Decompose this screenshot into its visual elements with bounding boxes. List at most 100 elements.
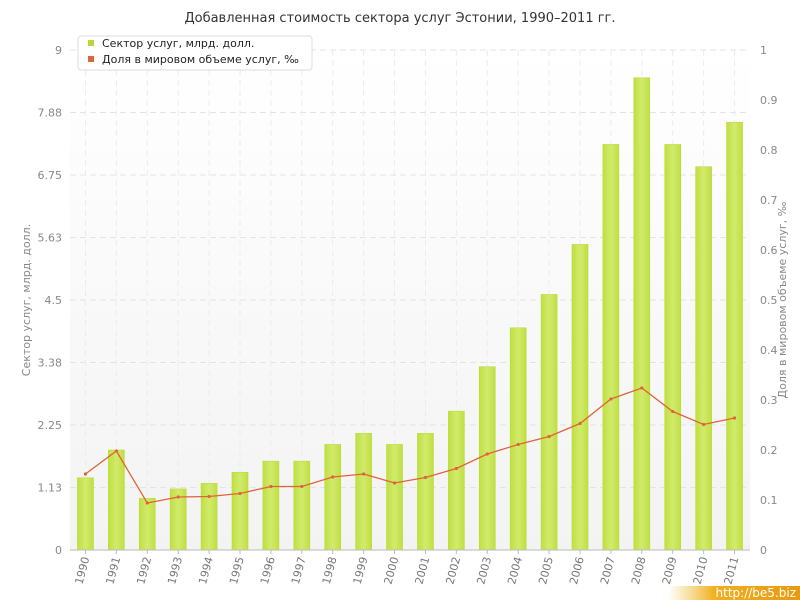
line-point-2004[interactable]	[516, 442, 520, 447]
line-point-2008[interactable]	[640, 386, 644, 390]
line-point-1992[interactable]	[145, 501, 149, 505]
x-tick-label: 2010	[691, 555, 711, 585]
y-tick-label: 2.25	[38, 419, 63, 432]
line-point-1996[interactable]	[269, 484, 273, 489]
line-point-1990[interactable]	[83, 472, 88, 476]
x-tick-label: 1999	[351, 555, 371, 585]
y2-tick-label: 0.4	[760, 344, 778, 357]
line-point-1991[interactable]	[114, 449, 118, 453]
chart-title: Добавленная стоимость сектора услуг Эсто…	[184, 11, 615, 26]
y2-tick-label: 0.2	[760, 444, 778, 457]
line-point-2006[interactable]	[578, 421, 582, 426]
line-point-2001[interactable]	[423, 475, 428, 480]
bar-2006[interactable]	[571, 244, 589, 551]
y2-tick-label: 0.6	[760, 244, 778, 257]
y-tick-label: 4.5	[45, 294, 63, 307]
y2-tick-label: 0.5	[760, 294, 778, 307]
line-point-2005[interactable]	[547, 434, 551, 439]
x-tick-label: 1994	[196, 555, 216, 585]
y2-tick-label: 0.1	[760, 494, 778, 507]
y2-tick-label: 0.3	[760, 394, 778, 407]
x-tick-label: 1998	[320, 555, 340, 585]
bar-2002[interactable]	[448, 410, 465, 551]
watermark-band	[668, 586, 800, 600]
x-tick-label: 1991	[103, 555, 123, 585]
x-tick-label: 1993	[165, 555, 185, 585]
line-point-1994[interactable]	[207, 494, 211, 499]
line-point-2009[interactable]	[671, 409, 675, 414]
bar-2000[interactable]	[386, 444, 403, 551]
x-tick-label: 2001	[413, 555, 433, 585]
legend-label-bar[interactable]: Сектор услуг, млрд. долл.	[102, 37, 254, 50]
y-tick-label: 5.63	[38, 232, 63, 245]
bar-2008[interactable]	[633, 77, 651, 551]
x-tick-label: 2004	[505, 555, 525, 585]
y-tick-label: 9	[55, 44, 62, 57]
legend-swatch-bar	[88, 40, 94, 46]
y-tick-label: 1.13	[38, 482, 63, 495]
x-tick-label: 2009	[660, 555, 680, 585]
bar-1998[interactable]	[324, 444, 342, 551]
y2-tick-label: 0.7	[760, 194, 778, 207]
bar-2004[interactable]	[509, 327, 527, 551]
line-point-2003[interactable]	[485, 452, 489, 456]
y-axis-ticks: 0 1.13 2.25 3.38 4.5 5.63 6.75 7.88 9	[38, 44, 63, 557]
line-point-1997[interactable]	[300, 484, 304, 489]
y2-tick-label: 0.9	[760, 94, 778, 107]
line-point-2011[interactable]	[732, 416, 737, 420]
legend-label-line[interactable]: Доля в мировом объеме услуг, ‰	[102, 53, 299, 66]
bar-2001[interactable]	[417, 433, 434, 551]
bar-2009[interactable]	[664, 144, 682, 551]
line-point-2010[interactable]	[702, 422, 706, 427]
bar-2010[interactable]	[695, 166, 712, 551]
x-tick-label: 2011	[722, 555, 742, 585]
y2-tick-label: 0	[760, 544, 767, 557]
x-tick-label: 2000	[382, 555, 402, 585]
bar-1990[interactable]	[77, 477, 94, 551]
y-tick-label: 7.88	[38, 107, 63, 120]
bar-2011[interactable]	[726, 121, 743, 551]
y-tick-label: 3.38	[38, 357, 63, 370]
bar-series	[77, 77, 743, 551]
bar-1997[interactable]	[293, 460, 311, 551]
watermark: http://be5.biz	[668, 586, 800, 600]
line-point-2002[interactable]	[454, 466, 458, 471]
y-tick-label: 6.75	[38, 169, 63, 182]
line-path	[85, 387, 735, 504]
legend[interactable]: Сектор услуг, млрд. долл. Доля в мировом…	[77, 35, 313, 71]
line-point-1999[interactable]	[362, 472, 366, 476]
x-tick-label: 2008	[629, 555, 649, 585]
x-tick-label: 2002	[443, 555, 463, 585]
y2-axis-title: Доля в мировом объеме услуг, ‰	[776, 201, 789, 398]
bar-2003[interactable]	[478, 366, 496, 551]
bar-1992[interactable]	[138, 498, 156, 551]
legend-swatch-line	[88, 56, 94, 62]
x-tick-label: 1992	[134, 555, 154, 585]
x-tick-label: 1996	[258, 555, 278, 585]
x-tick-label: 1990	[73, 555, 93, 585]
x-tick-label: 2003	[474, 555, 494, 585]
x-tick-label: 1997	[289, 555, 309, 585]
bar-1991[interactable]	[108, 449, 125, 551]
y-axis-title: Сектор услуг, млрд. долл.	[20, 224, 33, 376]
bar-2007[interactable]	[602, 144, 620, 551]
bar-1996[interactable]	[262, 460, 280, 551]
y2-tick-label: 0.8	[760, 144, 778, 157]
watermark-text: http://be5.biz	[716, 586, 796, 600]
y2-axis-ticks: 0 0.1 0.2 0.3 0.4 0.5 0.6 0.7 0.8 0.9 1	[760, 44, 778, 557]
bar-1994[interactable]	[200, 483, 218, 551]
line-point-1993[interactable]	[176, 495, 180, 499]
line-point-1995[interactable]	[238, 491, 242, 496]
line-point-2000[interactable]	[392, 481, 397, 485]
bar-1999[interactable]	[355, 433, 372, 551]
bar-2005[interactable]	[540, 294, 558, 551]
x-tick-label: 2006	[567, 555, 587, 585]
bar-1995[interactable]	[231, 471, 249, 551]
x-tick-label: 1995	[227, 555, 247, 585]
x-tick-label: 2005	[536, 555, 556, 585]
line-point-1998[interactable]	[331, 475, 335, 479]
y-tick-label: 0	[55, 544, 62, 557]
line-point-2007[interactable]	[609, 397, 613, 401]
x-tick-label: 2007	[598, 555, 618, 585]
